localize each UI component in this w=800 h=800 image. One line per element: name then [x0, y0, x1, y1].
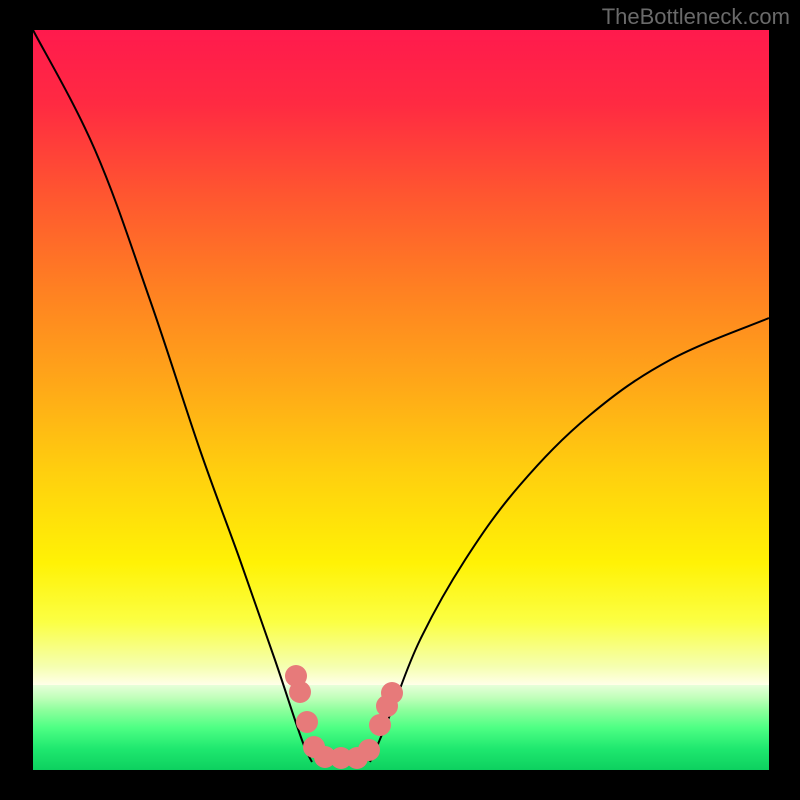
- watermark-text: TheBottleneck.com: [602, 4, 790, 30]
- marker-point: [369, 714, 391, 736]
- marker-point: [381, 682, 403, 704]
- marker-point: [358, 739, 380, 761]
- curve-right: [370, 318, 769, 762]
- marker-point: [296, 711, 318, 733]
- chart-svg: [0, 0, 800, 800]
- curve-left: [33, 30, 312, 762]
- marker-point: [289, 681, 311, 703]
